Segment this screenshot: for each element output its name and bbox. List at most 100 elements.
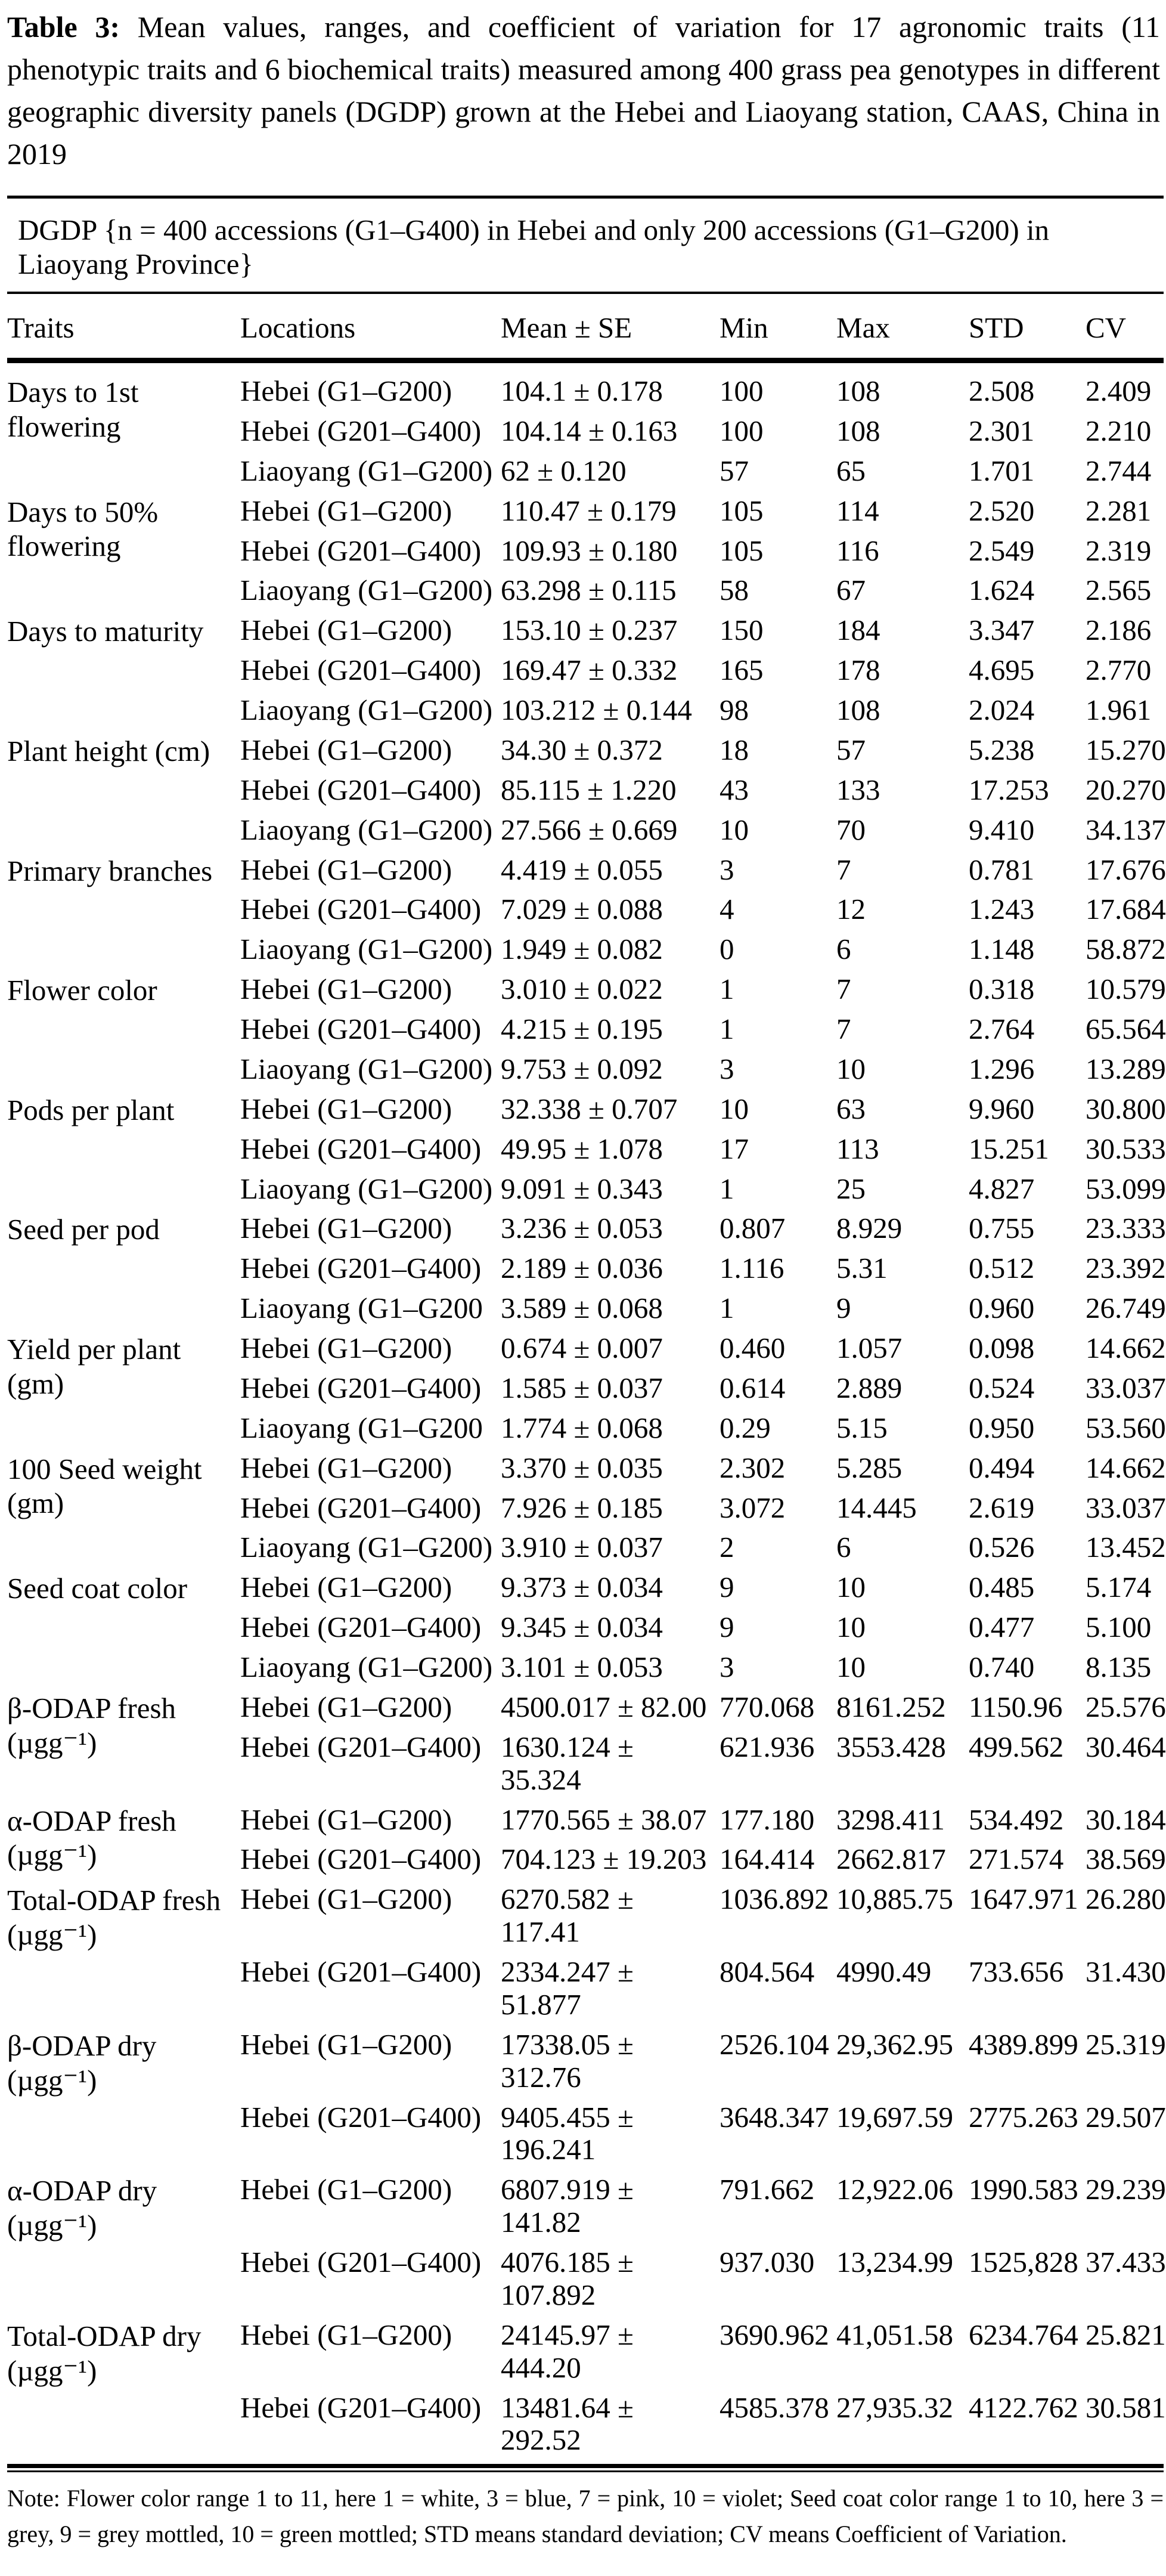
trait-cell: α-ODAP dry (µgg⁻¹) [7, 2174, 157, 2242]
table-row: Liaoyang (G1–G200) 27.566 ± 0.669 10 70 9.41… [7, 810, 1166, 850]
max-cell: 9 [836, 1292, 851, 1325]
max-cell: 2.889 [836, 1371, 903, 1404]
min-cell: 0.807 [720, 1212, 786, 1245]
location-cell: Hebei (G1–G200) [240, 494, 452, 527]
location-cell: Liaoyang (G1–G200) [240, 1172, 493, 1205]
cv-cell: 2.565 [1086, 574, 1152, 607]
location-cell: Hebei (G1–G200) [240, 1451, 452, 1484]
location-cell: Hebei (G1–G200) [240, 973, 452, 1006]
max-cell: 12,922.06 [836, 2173, 953, 2206]
min-cell: 791.662 [720, 2173, 815, 2206]
mean-cell: 7.029 ± 0.088 [501, 893, 663, 926]
location-cell: Liaoyang (G1–G200) [240, 1531, 493, 1564]
column-header-locations: Locations [240, 293, 501, 363]
std-cell: 9.410 [969, 813, 1035, 846]
table-row: Hebei (G201–G400) 169.47 ± 0.332 165 178 4.6… [7, 651, 1164, 691]
mean-cell: 85.115 ± 1.220 [501, 773, 677, 806]
min-cell: 3648.347 [720, 2100, 829, 2134]
mean-cell: 3.589 ± 0.068 [501, 1292, 663, 1325]
table-row: Hebei (G201–G400) 2334.247 ± 51.877 804.56… [7, 1952, 1166, 2025]
location-cell: Hebei (G201–G400) [240, 1252, 482, 1285]
trait-cell: 100 Seed weight (gm) [7, 1452, 202, 1520]
std-cell: 1.701 [969, 454, 1035, 487]
trait-cell: Days to maturity [7, 615, 204, 648]
max-cell: 108 [836, 693, 880, 726]
table-row: Liaoyang (G1–G200) 9.091 ± 0.343 1 25 4.827 5… [7, 1169, 1166, 1209]
cv-cell: 2.744 [1086, 454, 1152, 487]
max-cell: 178 [836, 654, 880, 687]
data-table: DGDP {n = 400 accessions (G1–G400) in He… [7, 196, 1166, 2460]
table-row: Hebei (G201–G400) 49.95 ± 1.078 17 113 15.25… [7, 1129, 1166, 1169]
std-cell: 0.781 [969, 853, 1035, 886]
cv-cell: 33.037 [1086, 1491, 1166, 1524]
mean-cell: 3.101 ± 0.053 [501, 1651, 663, 1683]
min-cell: 100 [720, 414, 764, 447]
cv-cell: 53.560 [1086, 1411, 1166, 1444]
max-cell: 7 [836, 973, 851, 1006]
std-cell: 1.624 [969, 574, 1035, 607]
location-cell: Hebei (G201–G400) [240, 2246, 482, 2278]
location-cell: Hebei (G201–G400) [240, 414, 482, 447]
span-header: DGDP {n = 400 accessions (G1–G400) in He… [7, 196, 1164, 294]
mean-cell: 1770.565 ± 38.07 [501, 1803, 707, 1836]
cv-cell: 25.319 [1086, 2027, 1166, 2061]
std-cell: 1150.96 [969, 1690, 1063, 1723]
std-cell: 0.098 [969, 1332, 1035, 1364]
trait-cell: Primary branches [7, 854, 213, 887]
table-row: Hebei (G201–G400) 2.189 ± 0.036 1.116 5.31 0… [7, 1249, 1166, 1289]
std-cell: 0.477 [969, 1611, 1035, 1644]
std-cell: 4389.899 [969, 2027, 1078, 2061]
max-cell: 10,885.75 [836, 1883, 953, 1916]
cv-cell: 5.174 [1086, 1571, 1152, 1604]
max-cell: 12 [836, 893, 866, 926]
max-cell: 13,234.99 [836, 2246, 953, 2278]
location-cell: Hebei (G1–G200) [240, 374, 452, 407]
trait-cell: β-ODAP dry (µgg⁻¹) [7, 2029, 157, 2097]
cv-cell: 2.770 [1086, 654, 1152, 687]
table-row: Hebei (G201–G400) 7.926 ± 0.185 3.072 14.44… [7, 1488, 1166, 1528]
mean-cell: 9405.455 ± 196.241 [501, 2100, 634, 2166]
min-cell: 10 [720, 1092, 749, 1125]
max-cell: 25 [836, 1172, 866, 1205]
cv-cell: 8.135 [1086, 1651, 1152, 1683]
mean-cell: 0.674 ± 0.007 [501, 1332, 663, 1364]
std-cell: 2.764 [969, 1013, 1035, 1045]
std-cell: 2.619 [969, 1491, 1035, 1524]
mean-cell: 104.14 ± 0.163 [501, 414, 678, 447]
trait-cell: β-ODAP fresh (µgg⁻¹) [7, 1691, 176, 1759]
std-cell: 4122.762 [969, 2391, 1078, 2424]
location-cell: Liaoyang (G1–G200 [240, 1411, 483, 1444]
location-cell: Hebei (G1–G200) [240, 2027, 452, 2061]
std-cell: 1525,828 [969, 2246, 1078, 2278]
location-cell: Hebei (G1–G200) [240, 1883, 452, 1916]
mean-cell: 3.010 ± 0.022 [501, 973, 663, 1006]
max-cell: 10 [836, 1651, 866, 1683]
max-cell: 10 [836, 1571, 866, 1604]
std-cell: 733.656 [969, 1955, 1064, 1988]
mean-cell: 1.949 ± 0.082 [501, 933, 663, 966]
table-row: Hebei (G201–G400) 109.93 ± 0.180 105 116 2.5… [7, 531, 1164, 571]
min-cell: 1.116 [720, 1252, 784, 1285]
max-cell: 5.31 [836, 1252, 888, 1285]
min-cell: 1036.892 [720, 1883, 829, 1916]
location-cell: Hebei (G1–G200) [240, 1803, 452, 1836]
table-row: Hebei (G201–G400) 1.585 ± 0.037 0.614 2.889… [7, 1368, 1166, 1408]
max-cell: 57 [836, 733, 866, 766]
column-header-row: Traits Locations Mean ± SE Min Max STD C… [7, 293, 1164, 363]
std-cell: 3.347 [969, 614, 1035, 647]
mean-cell: 103.212 ± 0.144 [501, 693, 692, 726]
mean-cell: 6270.582 ± 117.41 [501, 1883, 634, 1949]
cv-cell: 26.749 [1086, 1292, 1166, 1325]
table-row: Days to 50% flowering Hebei (G1–G200) 110.… [7, 491, 1164, 563]
table-caption-label: Table 3: [7, 10, 120, 44]
min-cell: 804.564 [720, 1955, 815, 1988]
std-cell: 6234.764 [969, 2318, 1078, 2351]
min-cell: 43 [720, 773, 749, 806]
location-cell: Liaoyang (G1–G200 [240, 1292, 483, 1325]
cv-cell: 2.186 [1086, 614, 1152, 647]
trait-cell: Total-ODAP fresh (µgg⁻¹) [7, 1884, 221, 1952]
table-row: Flower color Hebei (G1–G200) 3.010 ± 0.022… [7, 970, 1166, 1010]
trait-cell: Total-ODAP dry (µgg⁻¹) [7, 2319, 201, 2387]
mean-cell: 63.298 ± 0.115 [501, 574, 677, 607]
cv-cell: 20.270 [1086, 773, 1166, 806]
